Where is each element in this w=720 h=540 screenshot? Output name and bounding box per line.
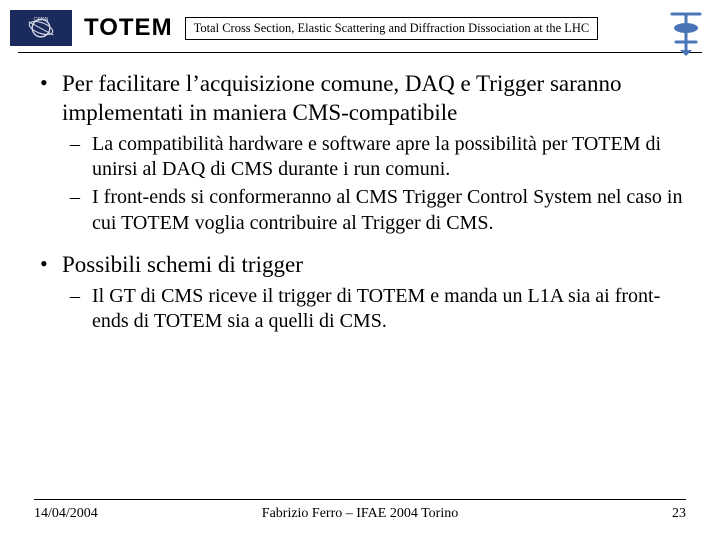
- totem-logo-icon: [666, 6, 706, 58]
- sub-bullet-text: I front-ends si conformeranno al CMS Tri…: [92, 186, 683, 234]
- svg-text:CERN: CERN: [34, 17, 49, 23]
- slide-footer: Fabrizio Ferro – IFAE 2004 Torino 14/04/…: [0, 499, 720, 522]
- footer-page-number: 23: [672, 506, 686, 522]
- footer-author: Fabrizio Ferro – IFAE 2004 Torino: [0, 506, 720, 522]
- slide-header: CERN TOTEM Total Cross Section, Elastic …: [0, 0, 720, 52]
- totem-wordmark: TOTEM: [80, 14, 177, 42]
- sub-bullet-text: Il GT di CMS riceve il trigger di TOTEM …: [92, 285, 660, 333]
- slide-title: Total Cross Section, Elastic Scattering …: [194, 21, 590, 35]
- bullet-text: Possibili schemi di trigger: [62, 252, 303, 277]
- footer-date: 14/04/2004: [34, 506, 98, 522]
- sub-bullet-item: Il GT di CMS riceve il trigger di TOTEM …: [62, 284, 688, 335]
- bullet-item: Possibili schemi di trigger Il GT di CMS…: [36, 250, 688, 335]
- cern-logo: CERN: [10, 10, 72, 46]
- bullet-text: Per facilitare l’acquisizione comune, DA…: [62, 71, 622, 125]
- footer-divider: [34, 499, 686, 500]
- sub-bullet-item: La compatibilità hardware e software apr…: [62, 132, 688, 183]
- slide-title-box: Total Cross Section, Elastic Scattering …: [185, 17, 599, 40]
- sub-bullet-text: La compatibilità hardware e software apr…: [92, 133, 661, 181]
- bullet-item: Per facilitare l’acquisizione comune, DA…: [36, 69, 688, 236]
- sub-bullet-item: I front-ends si conformeranno al CMS Tri…: [62, 185, 688, 236]
- slide-body: Per facilitare l’acquisizione comune, DA…: [0, 53, 720, 335]
